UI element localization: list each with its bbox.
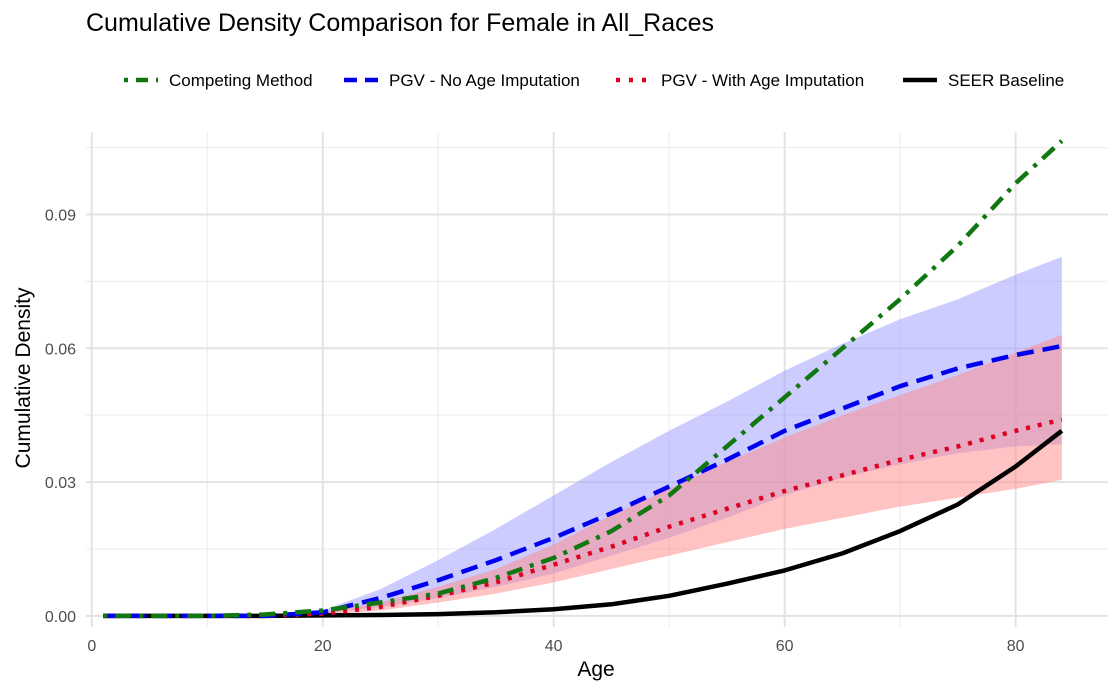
legend-label-competing-method: Competing Method bbox=[169, 71, 313, 90]
line-competing-method bbox=[103, 139, 1064, 619]
y-tick-label: 0.03 bbox=[45, 475, 76, 492]
chart-title: Cumulative Density Comparison for Female… bbox=[86, 9, 714, 37]
line-seer-baseline bbox=[103, 429, 1064, 619]
x-tick-label: 0 bbox=[87, 638, 96, 655]
y-axis-title: Cumulative Density bbox=[12, 287, 35, 468]
x-tick-label: 80 bbox=[1007, 638, 1025, 655]
x-tick-label: 20 bbox=[314, 638, 332, 655]
confidence-bands bbox=[103, 256, 1062, 616]
y-axis-ticks: 0.00 0.03 0.06 0.09 bbox=[45, 208, 76, 626]
legend-label-pgv-no-age-imputation: PGV - No Age Imputation bbox=[389, 71, 580, 90]
x-tick-label: 40 bbox=[545, 638, 563, 655]
y-tick-label: 0.09 bbox=[45, 208, 76, 225]
y-tick-label: 0.00 bbox=[45, 609, 76, 626]
x-axis-ticks: 0 20 40 60 80 bbox=[87, 638, 1024, 655]
legend: Competing Method PGV - No Age Imputation P… bbox=[124, 71, 1064, 90]
y-tick-label: 0.06 bbox=[45, 341, 76, 358]
line-pgv-with-age-imputation bbox=[103, 417, 1063, 619]
x-tick-label: 60 bbox=[776, 638, 794, 655]
band-pgv-with-age-imputation bbox=[103, 334, 1062, 616]
legend-label-pgv-with-age-imputation: PGV - With Age Imputation bbox=[661, 71, 864, 90]
series-lines bbox=[103, 139, 1064, 619]
legend-label-seer-baseline: SEER Baseline bbox=[948, 71, 1064, 90]
line-pgv-no-age-imputation bbox=[103, 343, 1063, 619]
x-axis-title: Age bbox=[577, 658, 614, 681]
